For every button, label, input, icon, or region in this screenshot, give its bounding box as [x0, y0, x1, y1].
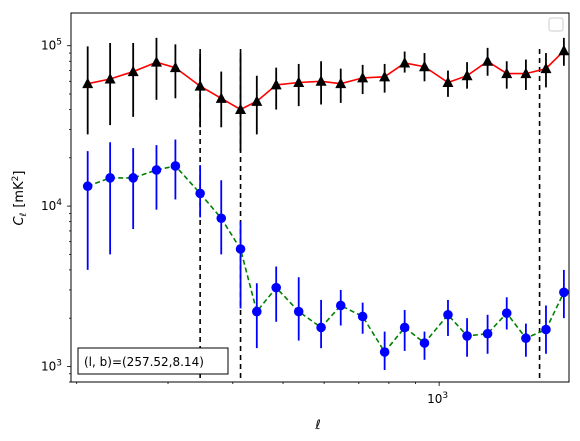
data-point	[540, 62, 552, 74]
data-point	[251, 95, 263, 106]
data-point	[151, 165, 162, 175]
data-point	[82, 181, 93, 192]
y-tick-label: 104	[41, 198, 62, 213]
data-point	[462, 331, 472, 341]
data-point	[105, 173, 115, 183]
data-point	[541, 324, 551, 335]
y-axis-label-unit-close: ]	[12, 171, 27, 176]
data-point	[399, 322, 410, 333]
svg-text:(l, b)=(257.52,8.14): (l, b)=(257.52,8.14)	[84, 355, 204, 369]
data-point	[169, 61, 181, 73]
data-point	[194, 80, 206, 91]
data-point	[559, 287, 569, 298]
x-axis-label: ℓ	[314, 418, 320, 433]
data-point	[170, 161, 181, 171]
data-point	[520, 67, 532, 79]
y-axis-label-subscript: ℓ	[19, 213, 29, 218]
data-point	[270, 78, 282, 90]
y-tick-label: 103	[41, 358, 62, 373]
data-point	[195, 188, 205, 199]
data-point	[379, 70, 391, 82]
data-point	[357, 311, 368, 322]
series-1	[82, 139, 569, 371]
data-point	[379, 347, 390, 357]
data-point	[235, 244, 246, 254]
data-point	[82, 77, 94, 89]
data-point	[335, 300, 346, 311]
y-axis-ticks: 103 104 105	[41, 38, 71, 383]
series-0	[82, 37, 570, 152]
data-point	[501, 67, 513, 79]
y-axis-label-unit-power: 2	[11, 176, 21, 182]
data-point	[399, 57, 411, 68]
annotation-box: (l, b)=(257.52,8.14)	[77, 347, 229, 375]
annotation-text: (l, b)=(257.52,8.14)	[84, 355, 204, 369]
data-series	[82, 37, 570, 371]
data-point	[271, 282, 281, 293]
data-point	[443, 309, 453, 320]
data-point	[293, 76, 305, 87]
x-axis-ticks: 103	[76, 382, 448, 406]
legend-box	[548, 17, 564, 32]
data-point	[442, 76, 454, 87]
data-point	[558, 44, 570, 56]
data-point	[482, 328, 493, 339]
data-point	[104, 73, 116, 84]
data-point	[461, 69, 473, 81]
data-point	[501, 308, 512, 318]
data-point	[216, 213, 227, 224]
x-tick-label: 103	[427, 391, 448, 406]
plot-area	[70, 12, 570, 383]
data-point	[127, 65, 139, 77]
data-point	[150, 56, 162, 67]
data-point	[215, 92, 227, 103]
data-point	[482, 55, 494, 66]
data-point	[128, 173, 138, 183]
data-point	[357, 71, 369, 83]
data-point	[293, 306, 304, 317]
data-point	[419, 338, 430, 348]
y-axis-label-symbol: C	[12, 215, 27, 225]
y-tick-label: 105	[41, 38, 62, 53]
y-axis-label-unit: [mK	[12, 181, 27, 208]
data-point	[418, 60, 430, 72]
data-point	[335, 77, 347, 89]
data-point	[316, 322, 326, 333]
data-point	[235, 103, 247, 115]
data-point	[252, 306, 262, 317]
data-point	[521, 333, 531, 344]
y-axis-label: Cℓ [mK2]	[11, 171, 29, 226]
data-point	[315, 75, 327, 86]
